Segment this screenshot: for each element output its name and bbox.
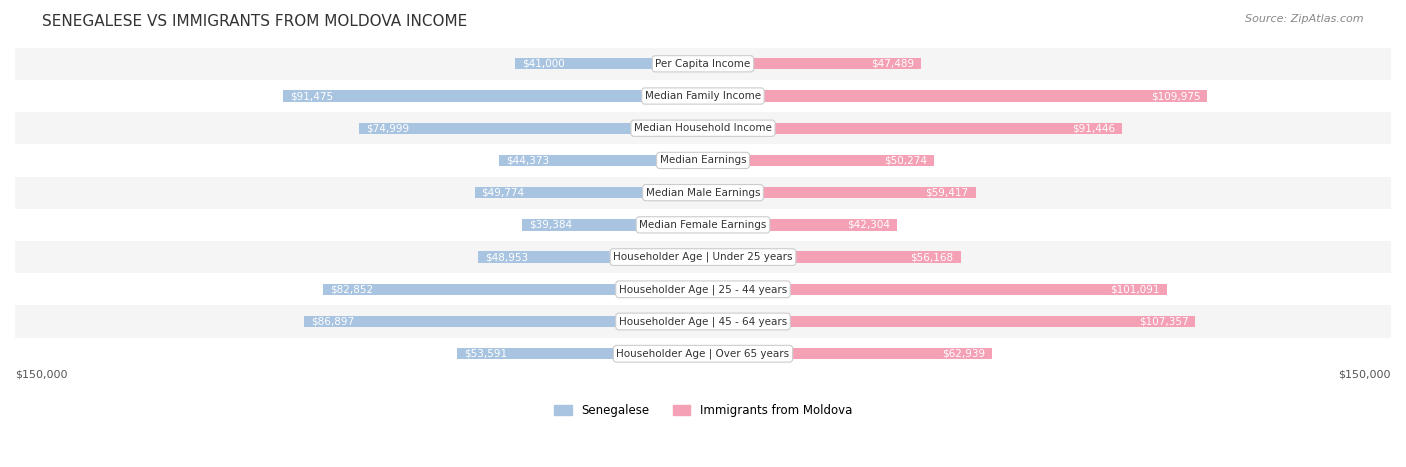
Bar [457, 348, 703, 360]
Bar [703, 187, 976, 198]
Bar [703, 316, 1195, 327]
Text: Per Capita Income: Per Capita Income [655, 59, 751, 69]
Bar [15, 273, 1391, 305]
Bar [305, 316, 703, 327]
Text: $91,446: $91,446 [1073, 123, 1115, 133]
Text: $56,168: $56,168 [911, 252, 953, 262]
Bar [703, 122, 1122, 134]
Bar [523, 219, 703, 231]
Text: Householder Age | 25 - 44 years: Householder Age | 25 - 44 years [619, 284, 787, 295]
Text: $48,953: $48,953 [485, 252, 529, 262]
Bar [703, 219, 897, 231]
Bar [499, 155, 703, 166]
Bar [15, 241, 1391, 273]
Bar [15, 48, 1391, 80]
Text: $62,939: $62,939 [942, 349, 984, 359]
Bar [284, 91, 703, 102]
Text: Median Earnings: Median Earnings [659, 156, 747, 165]
Text: $109,975: $109,975 [1152, 91, 1201, 101]
Text: Median Family Income: Median Family Income [645, 91, 761, 101]
Text: $101,091: $101,091 [1111, 284, 1160, 294]
Bar [475, 187, 703, 198]
Text: SENEGALESE VS IMMIGRANTS FROM MOLDOVA INCOME: SENEGALESE VS IMMIGRANTS FROM MOLDOVA IN… [42, 14, 467, 29]
Bar [15, 338, 1391, 370]
Text: $42,304: $42,304 [848, 220, 890, 230]
Bar [15, 112, 1391, 144]
Text: $53,591: $53,591 [464, 349, 508, 359]
Bar [703, 283, 1167, 295]
Text: $44,373: $44,373 [506, 156, 550, 165]
Text: Householder Age | Under 25 years: Householder Age | Under 25 years [613, 252, 793, 262]
Text: $50,274: $50,274 [884, 156, 927, 165]
Text: $39,384: $39,384 [529, 220, 572, 230]
Bar [478, 251, 703, 263]
Bar [703, 58, 921, 70]
Text: $150,000: $150,000 [1339, 370, 1391, 380]
Bar [703, 348, 991, 360]
Text: $41,000: $41,000 [522, 59, 565, 69]
Text: Householder Age | 45 - 64 years: Householder Age | 45 - 64 years [619, 316, 787, 327]
Text: Median Household Income: Median Household Income [634, 123, 772, 133]
Text: Median Male Earnings: Median Male Earnings [645, 188, 761, 198]
Bar [15, 177, 1391, 209]
Text: $47,489: $47,489 [870, 59, 914, 69]
Text: $49,774: $49,774 [482, 188, 524, 198]
Text: Source: ZipAtlas.com: Source: ZipAtlas.com [1246, 14, 1364, 24]
Legend: Senegalese, Immigrants from Moldova: Senegalese, Immigrants from Moldova [550, 399, 856, 422]
Text: $107,357: $107,357 [1139, 317, 1188, 326]
Text: $74,999: $74,999 [366, 123, 409, 133]
Text: $59,417: $59,417 [925, 188, 969, 198]
Text: Median Female Earnings: Median Female Earnings [640, 220, 766, 230]
Bar [323, 283, 703, 295]
Bar [15, 209, 1391, 241]
Text: $150,000: $150,000 [15, 370, 67, 380]
Text: $86,897: $86,897 [311, 317, 354, 326]
Bar [703, 91, 1208, 102]
Bar [515, 58, 703, 70]
Bar [15, 144, 1391, 177]
Bar [703, 155, 934, 166]
Bar [15, 305, 1391, 338]
Text: Householder Age | Over 65 years: Householder Age | Over 65 years [616, 348, 790, 359]
Text: $82,852: $82,852 [330, 284, 373, 294]
Bar [359, 122, 703, 134]
Bar [703, 251, 960, 263]
Text: $91,475: $91,475 [290, 91, 333, 101]
Bar [15, 80, 1391, 112]
